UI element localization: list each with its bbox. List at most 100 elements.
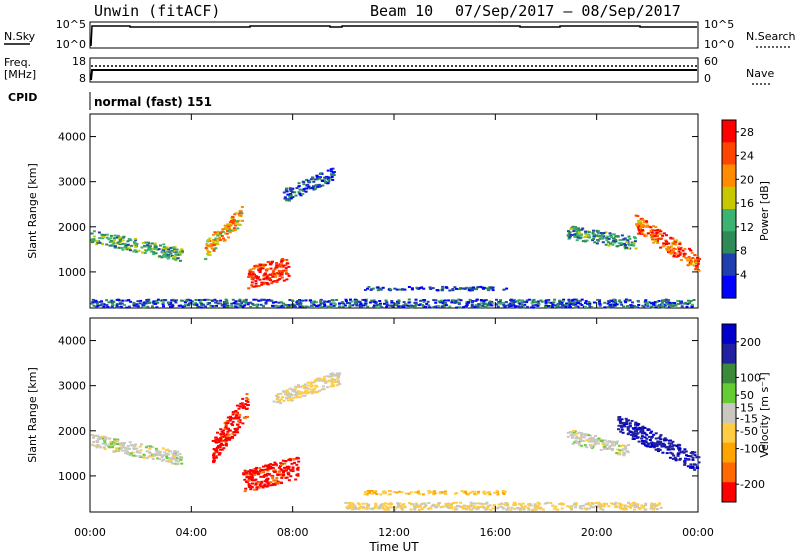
scatter-cell bbox=[345, 506, 349, 509]
scatter-cell bbox=[691, 456, 695, 459]
scatter-cell bbox=[229, 224, 233, 227]
scatter-cell bbox=[533, 503, 537, 506]
scatter-cell bbox=[567, 237, 571, 240]
scatter-cell bbox=[681, 450, 685, 453]
scatter-cell bbox=[643, 432, 647, 435]
scatter-cell bbox=[225, 232, 229, 235]
scatter-cell bbox=[470, 301, 474, 304]
scatter-cell bbox=[225, 300, 229, 303]
scatter-cell bbox=[697, 260, 700, 263]
scatter-cell bbox=[611, 447, 615, 450]
scatter-cell bbox=[265, 282, 269, 284]
scatter-cell bbox=[106, 445, 110, 447]
scatter-cell bbox=[132, 304, 136, 307]
scatter-cell bbox=[484, 299, 488, 302]
scatter-cell bbox=[121, 444, 125, 447]
scatter-cell bbox=[543, 502, 547, 505]
scatter-cell bbox=[328, 375, 332, 378]
scatter-cell bbox=[188, 299, 192, 302]
scatter-cell bbox=[627, 432, 631, 435]
scatter-cell bbox=[483, 303, 487, 306]
scatter-cell bbox=[263, 281, 266, 284]
scatter-cell bbox=[210, 247, 214, 250]
scatter-cell bbox=[268, 273, 272, 276]
scatter-cell bbox=[694, 261, 698, 264]
scatter-cell bbox=[206, 244, 210, 247]
scatter-cell bbox=[156, 457, 160, 460]
scatter-cell bbox=[287, 465, 291, 468]
scatter-cell bbox=[637, 228, 641, 231]
scatter-cell bbox=[609, 306, 613, 309]
scatter-cell bbox=[112, 450, 116, 453]
scatter-cell bbox=[340, 301, 344, 304]
scatter-cell bbox=[293, 191, 297, 194]
scatter-cell bbox=[120, 446, 124, 449]
scatter-cell bbox=[636, 427, 640, 430]
scatter-cell bbox=[529, 504, 533, 507]
scatter-cell bbox=[286, 273, 290, 275]
scatter-cell bbox=[386, 508, 390, 511]
scatter-cell bbox=[413, 491, 417, 494]
scatter-cell bbox=[407, 286, 411, 288]
scatter-cell bbox=[440, 305, 444, 308]
scatter-cell bbox=[544, 300, 548, 303]
scatter-cell bbox=[118, 240, 122, 243]
scatter-cell bbox=[447, 299, 451, 302]
scatter-cell bbox=[349, 304, 353, 307]
scatter-cell bbox=[165, 250, 169, 253]
scatter-cell bbox=[255, 277, 259, 280]
scatter-cell bbox=[167, 254, 171, 257]
scatter-cell bbox=[105, 243, 109, 246]
scatter-cell bbox=[604, 439, 607, 442]
scatter-cell bbox=[248, 270, 252, 273]
scatter-cell bbox=[302, 183, 306, 186]
scatter-cell bbox=[622, 306, 626, 309]
scatter-cell bbox=[331, 380, 334, 383]
scatter-cell bbox=[162, 247, 166, 250]
scatter-cell bbox=[664, 298, 668, 301]
scatter-cell bbox=[636, 232, 640, 235]
scatter-cell bbox=[674, 459, 678, 462]
scatter-cell bbox=[332, 304, 336, 307]
scatter-cell bbox=[260, 283, 264, 286]
scatter-cell bbox=[282, 399, 286, 402]
scatter-cell bbox=[659, 506, 663, 509]
scatter-cell bbox=[599, 232, 603, 234]
scatter-cell bbox=[224, 232, 227, 235]
scatter-cell bbox=[315, 305, 319, 308]
scatter-cell bbox=[499, 302, 503, 305]
scatter-cell bbox=[370, 492, 374, 495]
scatter-cell bbox=[679, 302, 683, 305]
scatter-cell bbox=[571, 225, 575, 228]
scatter-cell bbox=[266, 278, 270, 281]
scatter-cell bbox=[510, 506, 514, 509]
scatter-cell bbox=[468, 298, 472, 301]
scatter-cell bbox=[679, 451, 683, 454]
scatter-cell bbox=[351, 304, 355, 307]
scatter-cell bbox=[212, 457, 216, 460]
scatter-cell bbox=[468, 286, 472, 289]
scatter-cell bbox=[283, 466, 286, 469]
scatter-cell bbox=[520, 306, 524, 308]
scatter-cell bbox=[475, 508, 479, 511]
scatter-cell bbox=[693, 254, 697, 257]
scatter-cell bbox=[682, 252, 686, 255]
scatter-cell bbox=[353, 302, 357, 305]
scatter-cell bbox=[523, 300, 527, 303]
scatter-cell bbox=[598, 299, 602, 302]
scatter-cell bbox=[249, 469, 253, 472]
scatter-cell bbox=[219, 232, 223, 235]
scatter-cell bbox=[219, 234, 223, 237]
scatter-cell bbox=[311, 186, 314, 189]
scatter-cell bbox=[637, 304, 641, 306]
scatter-cell bbox=[397, 302, 401, 305]
scatter-cell bbox=[276, 480, 280, 483]
scatter-cell bbox=[477, 502, 480, 505]
scatter-cell bbox=[588, 434, 592, 437]
scatter-cell bbox=[585, 233, 589, 236]
scatter-cell bbox=[593, 443, 597, 446]
scatter-cell bbox=[275, 476, 279, 479]
scatter-cell bbox=[263, 483, 267, 486]
scatter-cell bbox=[222, 432, 225, 435]
scatter-cell bbox=[225, 299, 229, 302]
